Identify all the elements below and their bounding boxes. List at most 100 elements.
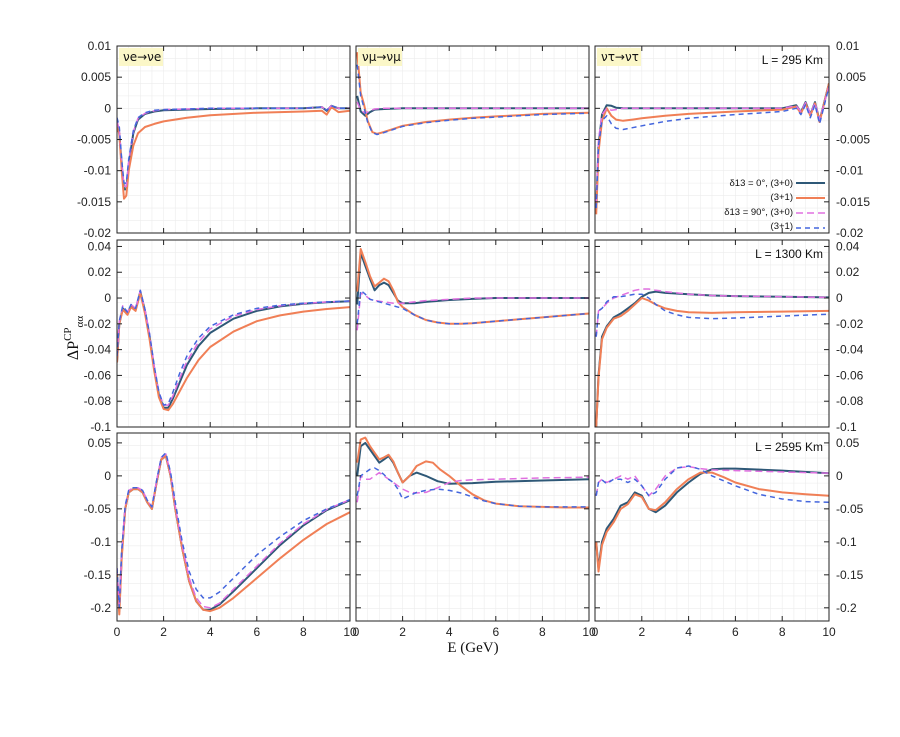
tick-marks <box>355 433 590 621</box>
channel-tag-bg <box>597 48 641 66</box>
y-tick-label-left: -0.01 <box>84 164 112 178</box>
x-tick-label: 8 <box>779 625 786 639</box>
y-tick-label-left: -0.005 <box>77 133 111 147</box>
tick-marks <box>355 45 590 234</box>
tick-marks <box>594 45 830 234</box>
y-tick-label-right: -0.04 <box>836 343 864 357</box>
legend-entry-label: (3+1) <box>771 192 793 203</box>
series-group <box>356 436 589 509</box>
y-axis-label: ΔPCPαα <box>62 316 86 360</box>
series-line-2 <box>595 471 829 573</box>
x-tick-label: 2 <box>160 625 167 639</box>
series-group <box>595 465 829 573</box>
y-tick-label-right: -0.08 <box>836 394 864 408</box>
y-tick-label-left: -0.06 <box>84 368 112 382</box>
panel-frame <box>355 239 590 428</box>
tick-marks <box>355 240 590 428</box>
x-tick-label: 0 <box>592 625 599 639</box>
y-tick-label-left: 0 <box>104 101 111 115</box>
baseline-label: L = 2595 Km <box>755 440 823 454</box>
series-line-4 <box>356 64 589 136</box>
channel-tag: ντ→ντ <box>601 50 639 64</box>
x-tick-label: 6 <box>253 625 260 639</box>
panel-frame <box>594 239 830 428</box>
y-tick-label-left: -0.15 <box>84 568 112 582</box>
y-tick-label-left: 0.05 <box>88 436 112 450</box>
series-group <box>595 288 829 427</box>
series-group <box>595 83 829 215</box>
series-line-4 <box>595 465 829 504</box>
y-axis-label-sup: CP <box>62 327 74 340</box>
y-tick-label-right: -0.005 <box>836 133 870 147</box>
y-tick-label-left: -0.08 <box>84 394 112 408</box>
y-tick-label-right: -0.1 <box>836 420 857 434</box>
y-tick-label-left: -0.015 <box>77 195 111 209</box>
grid-lines <box>116 432 351 622</box>
series-line-4 <box>356 289 589 325</box>
series-line-3 <box>356 101 589 115</box>
tick-marks <box>116 45 351 234</box>
panel-r1-c1: 0.01 0.005 0 -0.005 -0.01 -0.015 -0.02 νe→νe <box>77 39 351 240</box>
legend-entry-label: (3+1) <box>771 221 793 232</box>
panel-r1-c2: νμ→νμ <box>355 45 590 234</box>
y-tick-label-right: -0.01 <box>836 164 864 178</box>
baseline-label: L = 1300 Km <box>755 247 823 261</box>
channel-tag-bg <box>358 48 402 66</box>
channel-tag: νe→νe <box>123 50 161 64</box>
panel-frame <box>594 432 830 622</box>
y-tick-label-left: 0.04 <box>88 239 112 253</box>
y-tick-label-left: -0.1 <box>90 535 111 549</box>
series-line-3 <box>595 86 829 202</box>
panel-frame <box>355 432 590 622</box>
panel-r2-c3: 0.04 0.02 0 -0.02 -0.04 -0.06 -0.08 -0.1 L = 130… <box>594 239 864 434</box>
legend-entry-label: δ13 = 0°, (3+0) <box>730 178 794 189</box>
panel-r3-c1: 0.050-0.05-0.1-0.15-0.20 2 4 6 8 10 <box>84 432 357 639</box>
series-group <box>117 104 350 200</box>
series-line-4 <box>356 467 589 508</box>
y-tick-label-left: 0.02 <box>88 265 112 279</box>
y-tick-label-right: 0 <box>836 291 843 305</box>
series-line-2 <box>117 106 350 200</box>
y-tick-label-left: 0.01 <box>88 39 112 53</box>
tick-marks <box>594 240 830 428</box>
x-tick-label: 10 <box>343 625 357 639</box>
x-tick-label: 0 <box>114 625 121 639</box>
y-tick-label-right: 0.005 <box>836 70 866 84</box>
legend-entry-label: δ13 = 90°, (3+0) <box>724 207 793 218</box>
series-line-4 <box>117 289 350 406</box>
x-tick-label: 8 <box>539 625 546 639</box>
x-tick-label: 8 <box>300 625 307 639</box>
y-tick-label-left: 0 <box>104 469 111 483</box>
y-tick-label-right: -0.06 <box>836 368 864 382</box>
x-tick-label: 4 <box>207 625 214 639</box>
channel-tag: νμ→νμ <box>362 50 401 64</box>
tick-marks <box>116 433 351 621</box>
panel-r1-c3: 0.01 0.005 0 -0.005 -0.01 -0.015 -0.02 ντ→ντ L =… <box>594 39 870 240</box>
y-tick-label-left: -0.2 <box>90 601 111 615</box>
y-tick-label-right: -0.2 <box>836 601 857 615</box>
series-line-4 <box>117 105 350 184</box>
series-line-4 <box>595 293 829 337</box>
y-tick-label-right: 0.01 <box>836 39 860 53</box>
series-line-3 <box>595 288 829 337</box>
y-tick-label-left: 0 <box>104 291 111 305</box>
y-tick-label-left: -0.02 <box>84 226 112 240</box>
y-tick-label-left: -0.02 <box>84 317 112 331</box>
panel-r2-c1: 0.04 0.02 0 -0.02 -0.04 -0.06 -0.08 -0.1 <box>84 239 351 434</box>
grid-lines <box>594 239 830 428</box>
y-tick-label-right: 0.02 <box>836 265 860 279</box>
legend: δ13 = 0°, (3+0) (3+1) δ13 = 90°, (3+0) (3+1… <box>724 178 825 232</box>
y-tick-label-left: 0.005 <box>81 70 111 84</box>
x-tick-label: 10 <box>582 625 596 639</box>
panel-r3-c2: 0 2 4 6 8 10 <box>353 432 596 639</box>
grid-lines <box>116 239 351 428</box>
panel-frame <box>116 239 351 428</box>
y-axis-label-main: ΔP <box>65 341 82 360</box>
x-axis-label: E (GeV) <box>447 640 498 656</box>
channel-tag-bg <box>119 48 163 66</box>
series-line-3 <box>356 471 589 503</box>
y-tick-label-right: -0.1 <box>836 535 857 549</box>
grid-lines <box>594 45 830 234</box>
y-tick-label-right: 0 <box>836 101 843 115</box>
